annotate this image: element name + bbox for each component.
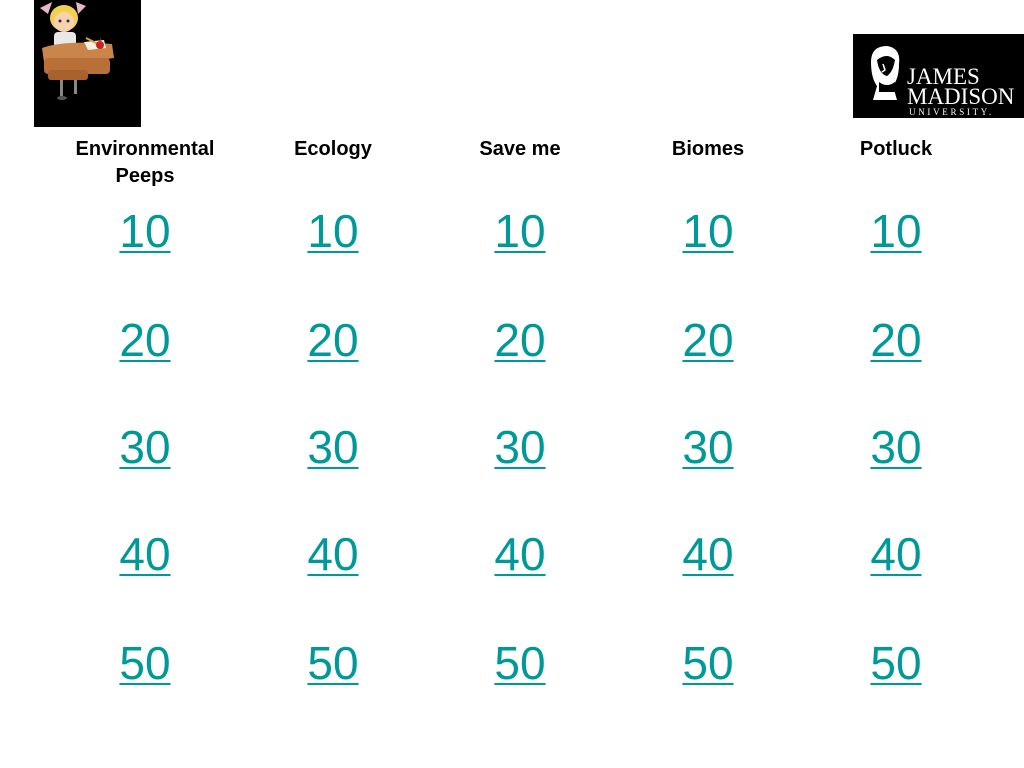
question-link-biomes-20[interactable]: 20 [682,314,734,366]
category-header-environmental-peeps: Environmental Peeps [75,138,215,187]
question-link-potluck-30[interactable]: 30 [870,421,922,473]
question-link-biomes-40[interactable]: 40 [682,528,734,580]
question-link-potluck-20[interactable]: 20 [870,314,922,366]
question-link-save-me-40[interactable]: 40 [494,528,546,580]
question-link-ecology-20[interactable]: 20 [307,314,359,366]
question-link-biomes-30[interactable]: 30 [682,421,734,473]
question-link-save-me-20[interactable]: 20 [494,314,546,366]
question-link-potluck-10[interactable]: 10 [870,205,922,257]
question-link-ecology-30[interactable]: 30 [307,421,359,473]
category-header-potluck: Potluck [859,138,933,160]
category-header-save-me: Save me [479,138,561,160]
category-header-biomes: Biomes [671,138,745,160]
student-at-desk-icon [34,0,141,127]
jmu-logo: JAMES MADISON UNIVERSITY. [853,34,1024,118]
question-link-environmental-peeps-30[interactable]: 30 [119,421,171,473]
question-link-environmental-peeps-20[interactable]: 20 [119,314,171,366]
question-link-ecology-10[interactable]: 10 [307,205,359,257]
question-link-potluck-50[interactable]: 50 [870,637,922,689]
question-link-potluck-40[interactable]: 40 [870,528,922,580]
logo-line-madison: MADISON [907,84,1015,109]
category-header-ecology: Ecology [294,138,372,160]
question-link-environmental-peeps-10[interactable]: 10 [119,205,171,257]
question-link-environmental-peeps-40[interactable]: 40 [119,528,171,580]
logo-line-university: UNIVERSITY. [909,107,994,117]
question-link-environmental-peeps-50[interactable]: 50 [119,637,171,689]
question-link-save-me-30[interactable]: 30 [494,421,546,473]
question-link-biomes-10[interactable]: 10 [682,205,734,257]
question-link-save-me-50[interactable]: 50 [494,637,546,689]
question-link-ecology-50[interactable]: 50 [307,637,359,689]
question-link-ecology-40[interactable]: 40 [307,528,359,580]
question-link-biomes-50[interactable]: 50 [682,637,734,689]
question-link-save-me-10[interactable]: 10 [494,205,546,257]
logo-line-james: JAMES [907,64,980,89]
madison-portrait-icon [871,46,900,100]
